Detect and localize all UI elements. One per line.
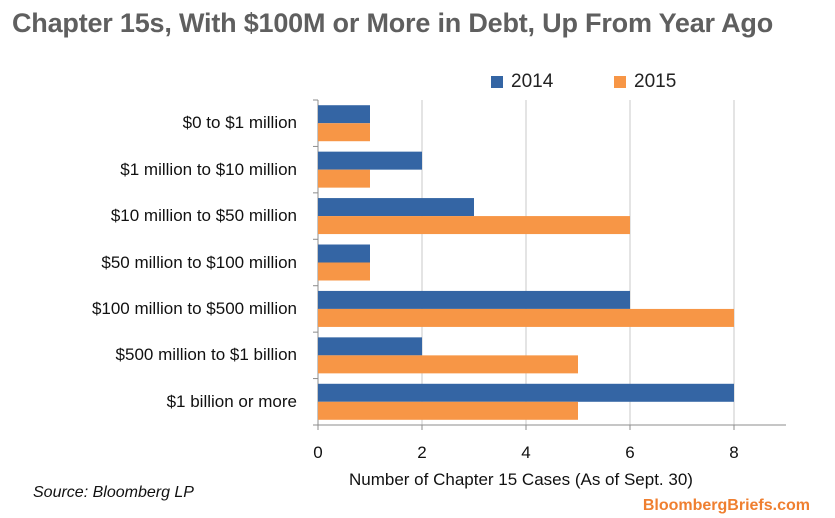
category-label: $100 million to $500 million xyxy=(91,298,297,318)
bar-2015 xyxy=(318,169,370,188)
bar-2014 xyxy=(318,383,734,402)
legend-item-2014: 2014 xyxy=(491,71,553,93)
bar-2014 xyxy=(318,244,370,263)
legend: 2014 2015 xyxy=(0,71,835,95)
source-note: Source: Bloomberg LP xyxy=(33,484,194,501)
bar-2015 xyxy=(318,355,578,374)
page-title: Chapter 15s, With $100M or More in Debt,… xyxy=(12,8,774,38)
legend-item-2015: 2015 xyxy=(614,71,676,93)
x-tick-label: 2 xyxy=(417,443,427,462)
bar-2015 xyxy=(318,262,370,281)
legend-label-2014: 2014 xyxy=(511,71,554,92)
category-label: $1 billion or more xyxy=(166,391,297,411)
bar-2014 xyxy=(318,337,422,356)
legend-swatch-2015 xyxy=(614,76,626,88)
brand-logo-text: BloombergBriefs.com xyxy=(642,497,810,514)
bar-2014 xyxy=(318,198,474,217)
bar-2014 xyxy=(318,151,422,170)
x-tick-label: 0 xyxy=(313,443,323,462)
x-tick-label: 4 xyxy=(521,443,531,462)
x-tick-label: 6 xyxy=(625,443,635,462)
category-label: $500 million to $1 billion xyxy=(115,345,297,365)
bar-2014 xyxy=(318,105,370,124)
category-label: $10 million to $50 million xyxy=(110,206,297,226)
legend-label-2015: 2015 xyxy=(634,71,677,92)
category-label: $50 million to $100 million xyxy=(101,252,297,272)
bar-2014 xyxy=(318,290,630,309)
x-tick-label: 8 xyxy=(729,443,739,462)
legend-swatch-2014 xyxy=(491,76,503,88)
bar-2015 xyxy=(318,216,630,235)
bar-2015 xyxy=(318,123,370,142)
category-label: $1 million to $10 million xyxy=(120,159,297,179)
category-label: $0 to $1 million xyxy=(182,113,297,133)
x-axis-title: Number of Chapter 15 Cases (As of Sept. … xyxy=(349,470,693,489)
bar-2015 xyxy=(318,401,578,420)
bar-2015 xyxy=(318,308,734,327)
